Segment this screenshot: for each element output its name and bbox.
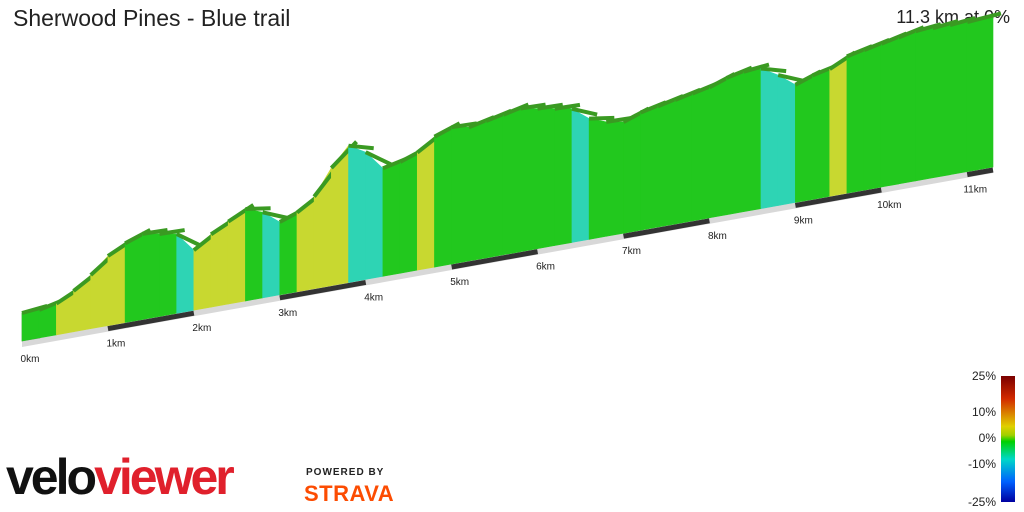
profile-slice <box>846 49 865 194</box>
km-labels: 0km 1km 2km 3km 4km 5km 6km 7km 8km 9km 10km 11km <box>21 185 988 365</box>
km-tick-label: 5km <box>450 277 469 288</box>
profile-slice <box>485 114 504 259</box>
km-tick-label: 3km <box>278 308 297 319</box>
km-segment <box>966 167 994 178</box>
profile-slice <box>502 108 521 256</box>
km-segment <box>451 249 539 270</box>
profile-slice <box>262 211 281 299</box>
profile-slice <box>21 309 40 342</box>
profile-surface <box>245 206 271 211</box>
km-tick-label: 6km <box>536 262 555 273</box>
profile-slice <box>709 77 727 219</box>
profile-slice <box>588 118 607 240</box>
profile-slice <box>949 21 968 176</box>
profile-slice <box>537 108 556 249</box>
km-tick-label: 11km <box>963 185 987 196</box>
ribbon-layer <box>22 167 994 347</box>
km-tick-label: 1km <box>106 339 125 350</box>
profile-slice <box>966 17 994 172</box>
colorbar-tick-label: -10% <box>968 457 996 471</box>
profile-slice <box>520 108 538 253</box>
km-tick-label: 2km <box>192 323 211 334</box>
km-segment <box>794 187 882 208</box>
profile-surface <box>262 210 289 220</box>
profile-slice <box>863 43 882 191</box>
profile-slice <box>915 27 934 182</box>
profile-slice <box>365 151 384 280</box>
profile-slice <box>279 212 298 296</box>
km-tick-label: 10km <box>877 200 901 211</box>
km-tick-label: 7km <box>622 246 641 257</box>
profile-slice <box>640 105 659 231</box>
km-tick-label: 9km <box>794 215 813 226</box>
km-segment <box>107 310 195 332</box>
profile-slice <box>124 233 143 323</box>
profile-slice <box>674 93 693 225</box>
km-segment <box>279 279 367 301</box>
profile-slice <box>606 121 624 237</box>
profile-slice <box>468 120 487 262</box>
chart-title: Sherwood Pines - Blue trail <box>13 5 291 31</box>
km-segment <box>623 218 710 239</box>
profile-slice <box>812 68 831 200</box>
profile-slice <box>691 86 710 222</box>
profile-slice <box>176 233 195 314</box>
profile-slice <box>760 68 779 209</box>
profile-surface <box>348 143 374 151</box>
colorbar-tick-label: 25% <box>972 369 996 383</box>
profile-slice <box>726 71 745 216</box>
profile-surface <box>743 62 770 74</box>
profile-slice <box>554 108 573 246</box>
strava-logo: STRAVA <box>304 481 395 506</box>
profile-slice <box>399 152 418 274</box>
profile-slice <box>880 37 899 188</box>
profile-surface <box>777 73 804 83</box>
profile-surface <box>537 102 564 111</box>
profile-slice <box>142 233 160 320</box>
profile-slice <box>571 108 590 243</box>
profile-surface <box>554 102 581 111</box>
profile-slice <box>657 99 676 228</box>
profile-slice <box>743 68 762 213</box>
colorbar-tick-label: 0% <box>979 431 997 445</box>
profile-layer <box>21 11 1002 342</box>
profile-slice <box>416 136 435 271</box>
colorbar-tick-label: 10% <box>972 405 996 419</box>
km-tick-label: 0km <box>21 354 40 365</box>
profile-surface <box>520 102 546 111</box>
profile-slice <box>932 24 951 179</box>
profile-surface <box>589 115 615 121</box>
km-tick-label: 8km <box>708 231 727 242</box>
profile-slice <box>795 74 813 203</box>
profile-slice <box>898 30 916 185</box>
gradient-legend: 25% 10% 0% -10% -25% <box>968 369 1015 509</box>
profile-slice <box>348 145 367 283</box>
profile-surface <box>760 66 787 74</box>
profile-surface <box>966 11 1002 24</box>
gradient-colorbar <box>1001 376 1015 502</box>
km-tick-label: 4km <box>364 292 383 303</box>
veloviewer-logo: veloviewer <box>6 449 235 505</box>
profile-surface <box>159 228 185 236</box>
profile-slice <box>829 55 848 197</box>
profile-slice <box>245 208 263 302</box>
profile-slice <box>227 208 246 305</box>
profile-slice <box>382 161 401 277</box>
colorbar-tick-label: -25% <box>968 495 996 509</box>
profile-slice <box>777 74 796 206</box>
profile-surface <box>571 106 598 117</box>
powered-by-text: POWERED BY <box>306 467 385 478</box>
profile-slice <box>451 126 470 265</box>
profile-surface <box>364 150 392 167</box>
profile-surface <box>175 232 203 249</box>
profile-slice <box>623 112 641 234</box>
profile-slice <box>434 126 452 268</box>
profile-slice <box>159 233 177 317</box>
profile-surface <box>141 227 168 236</box>
